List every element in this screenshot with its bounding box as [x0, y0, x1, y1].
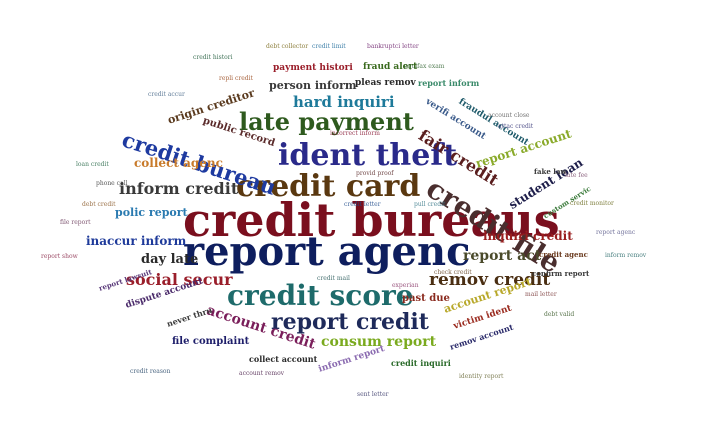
- word-remov-credit: remov credit: [429, 270, 551, 290]
- word-report-inform: report inform: [418, 78, 480, 88]
- word-report-credit: report credit: [271, 309, 429, 335]
- word-credit-inquiri: credit inquiri: [391, 358, 451, 368]
- word-credit-accur: credit accur: [148, 91, 185, 98]
- word-provid-proof: provid proof: [356, 170, 394, 177]
- word-fake-law: fake law: [534, 167, 567, 176]
- word-mail-letter: mail letter: [525, 291, 557, 298]
- word-credit-card: credit card: [236, 169, 421, 204]
- word-person-inform: person inform: [269, 79, 357, 92]
- word-credit-reason: credit reason: [130, 368, 171, 375]
- word-polic-report: polic report: [115, 206, 188, 219]
- word-report-account: report account: [473, 126, 574, 171]
- word-report-agenc-small: report agenc: [596, 229, 636, 236]
- word-credit-monitor: credit monitor: [570, 200, 614, 207]
- word-credit-letter: credit letter: [344, 201, 381, 208]
- word-inform-remov: inform remov: [605, 252, 647, 259]
- word-inform-credit: inform credit: [119, 179, 239, 198]
- word-attac-credit: attac credit: [498, 123, 534, 130]
- word-collect-account: collect account: [249, 354, 318, 364]
- word-late-payment: late payment: [239, 107, 414, 136]
- word-credit-agenc: credit agenc: [539, 250, 588, 259]
- word-account-remov: account remov: [239, 370, 285, 377]
- word-confirm-report: confirm report: [532, 269, 590, 278]
- word-check-credit: check credit: [434, 269, 472, 276]
- word-file-report: file report: [60, 219, 91, 226]
- word-report-show: report show: [41, 253, 78, 260]
- word-repli-credit: repli credit: [219, 75, 253, 82]
- word-credit-mail: credit mail: [317, 275, 350, 282]
- word-past-due: past due: [402, 293, 450, 304]
- word-loan-credit: loan credit: [76, 161, 109, 168]
- word-sent-letter: sent letter: [357, 391, 389, 398]
- word-equifax-exam: equifax exam: [404, 63, 445, 70]
- word-credit-score: credit score: [227, 279, 414, 312]
- word-social-secur: social secur: [126, 270, 233, 289]
- word-pull-credit: pull credit: [414, 201, 446, 208]
- word-debt-collector: debt collector: [266, 43, 309, 50]
- word-late-fee: late fee: [565, 172, 588, 179]
- word-inaccur-inform: inaccur inform: [86, 234, 187, 248]
- word-credit-bureaus: credit bureaus: [183, 193, 560, 247]
- word-phone-call: phone call: [96, 180, 128, 187]
- word-inquiri-credit: inquiri credit: [483, 229, 573, 243]
- word-report-agenc: report agenc: [183, 228, 471, 275]
- word-bankruptci-letter: bankruptci letter: [367, 43, 419, 50]
- word-collect-agenc: collect agenc: [134, 156, 223, 170]
- word-debt-credit: debt credit: [82, 201, 116, 208]
- word-experian: experian: [392, 282, 419, 289]
- word-pleas-remov: pleas remov: [355, 78, 416, 88]
- word-day-late: day late: [141, 252, 199, 267]
- word-ident-theft: ident theft: [278, 138, 458, 173]
- word-credit-limit: credit limit: [312, 43, 346, 50]
- word-file-complaint: file complaint: [172, 336, 250, 347]
- word-credit-histori: credit histori: [193, 54, 233, 61]
- word-hard-inquiri: hard inquiri: [293, 93, 395, 111]
- word-report-act: report act: [463, 248, 542, 264]
- word-identity-report: identity report: [459, 373, 504, 380]
- word-account-close: account close: [488, 112, 530, 119]
- word-fraud-alert: fraud alert: [363, 62, 418, 72]
- word-consum-report: consum report: [321, 334, 437, 350]
- word-incorrect-inform: incorrect inform: [330, 130, 380, 137]
- word-debt-valid: debt valid: [544, 311, 575, 318]
- word-payment-histori: payment histori: [273, 63, 353, 73]
